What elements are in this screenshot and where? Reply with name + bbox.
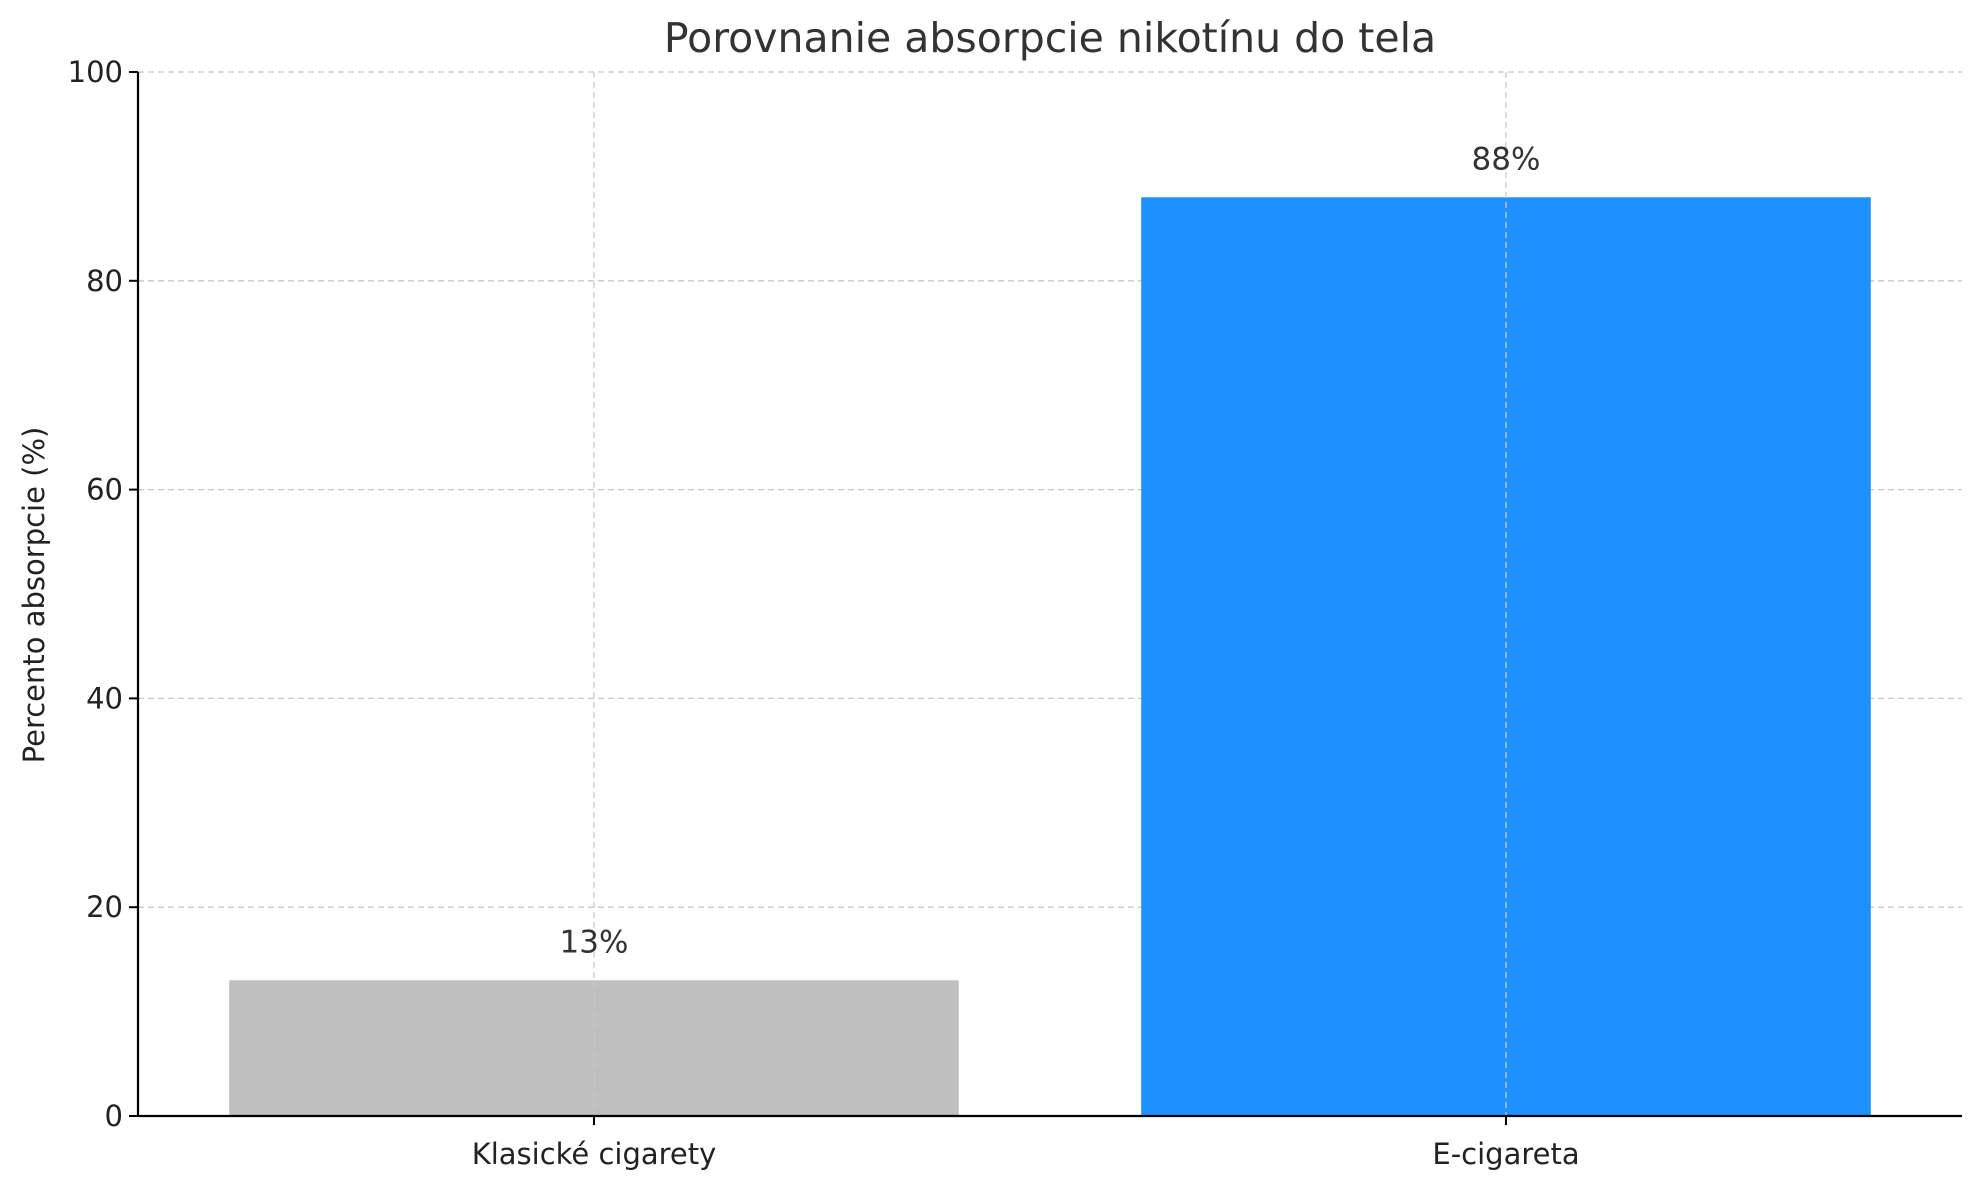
y-axis-title: Percento absorpcie (%) [17, 427, 51, 764]
chart-title: Porovnanie absorpcie nikotínu do tela [664, 14, 1436, 62]
y-tick-label: 100 [68, 55, 123, 89]
bar-value-label: 13% [560, 924, 629, 960]
x-tick-label: Klasické cigarety [472, 1137, 717, 1171]
axes [136, 72, 1962, 1118]
y-tick-label: 60 [86, 473, 123, 507]
bars [229, 72, 1871, 1116]
y-tick-label: 40 [86, 681, 123, 715]
y-tick-label: 80 [86, 264, 123, 298]
data-labels: 13% 88% [560, 141, 1541, 960]
ticks: 0 20 40 60 80 100 Klasické cigarety E-cigareta [68, 55, 1580, 1171]
x-tick-label: E-cigareta [1432, 1137, 1579, 1171]
bar-value-label: 88% [1472, 141, 1541, 177]
y-tick-label: 20 [86, 890, 123, 924]
y-tick-label: 0 [105, 1099, 123, 1133]
